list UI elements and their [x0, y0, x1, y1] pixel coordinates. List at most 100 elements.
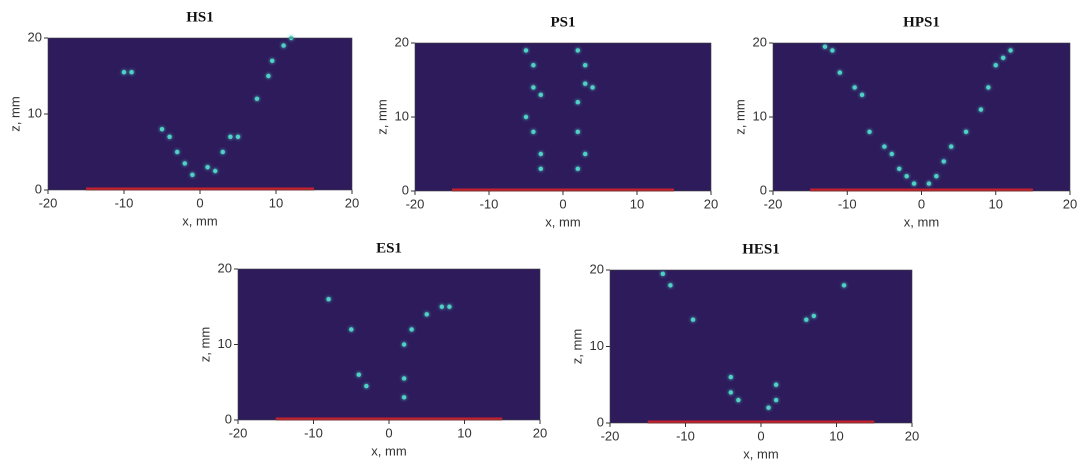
- spot: [1000, 55, 1006, 60]
- x-tick-label: 10: [989, 196, 1003, 211]
- x-tick-label: -20: [601, 428, 620, 443]
- spot: [266, 73, 271, 79]
- y-tick-label: 10: [753, 108, 767, 123]
- spot: [129, 70, 134, 75]
- spot: [804, 317, 809, 322]
- plot-background: [48, 38, 352, 190]
- transducer-line: [810, 188, 1033, 192]
- spot: [841, 283, 847, 288]
- spot: [364, 383, 369, 389]
- spot: [993, 62, 998, 68]
- spot: [531, 129, 536, 134]
- spot: [182, 161, 187, 166]
- x-tick-label: 10: [829, 428, 843, 443]
- y-tick-label: 20: [28, 29, 42, 44]
- panel: -20 -10 0 10 20 0 10 20 ES1 x, mm z, mm: [197, 240, 547, 458]
- spot: [822, 44, 828, 49]
- spot: [904, 174, 909, 179]
- spot: [190, 172, 195, 177]
- x-tick-label: 10: [457, 425, 471, 440]
- spot: [523, 48, 529, 53]
- spot: [926, 181, 932, 186]
- spot: [728, 390, 733, 395]
- x-axis-label: x, mm: [904, 214, 939, 229]
- spot: [235, 134, 241, 139]
- transducer-line: [275, 417, 503, 421]
- spot: [349, 327, 354, 332]
- spot: [590, 85, 595, 90]
- spot: [205, 165, 210, 170]
- panel: -20 -10 0 10 20 0 10 20 PS1 x, mm z, mm: [374, 14, 718, 229]
- spot: [963, 129, 969, 134]
- y-tick-label: 10: [218, 336, 232, 351]
- spot: [852, 85, 857, 90]
- spot: [583, 62, 588, 68]
- spot: [167, 134, 172, 139]
- spot: [439, 304, 445, 309]
- spot: [934, 174, 939, 179]
- y-tick-label: 0: [402, 182, 409, 197]
- x-tick-label: 20: [704, 196, 718, 211]
- spot: [978, 107, 984, 112]
- y-tick-label: 20: [218, 260, 232, 275]
- spot: [538, 166, 543, 171]
- x-axis-label: x, mm: [743, 446, 778, 461]
- panel: -20 -10 0 10 20 0 10 20 HPS1 x, mm z, mm: [732, 14, 1077, 229]
- x-tick-label: 0: [757, 428, 764, 443]
- y-tick-label: 10: [395, 108, 409, 123]
- chart-title: HS1: [186, 9, 214, 25]
- transducer-line: [86, 187, 314, 191]
- spot: [401, 376, 407, 381]
- x-tick-label: 10: [269, 195, 283, 210]
- x-tick-label: 0: [918, 196, 925, 211]
- spot: [690, 317, 696, 322]
- spot: [583, 151, 588, 157]
- spot: [538, 151, 543, 157]
- spot: [949, 144, 954, 149]
- x-tick-label: 20: [905, 428, 919, 443]
- spot: [736, 397, 741, 403]
- plot-background: [238, 269, 540, 420]
- plot-background: [415, 43, 711, 191]
- x-tick-label: -10: [676, 428, 695, 443]
- spot: [213, 168, 218, 174]
- spot: [889, 151, 894, 157]
- spot: [867, 129, 872, 134]
- x-tick-label: 20: [1063, 196, 1077, 211]
- spot: [409, 327, 414, 332]
- y-tick-label: 10: [590, 338, 604, 353]
- x-tick-label: -20: [229, 425, 248, 440]
- y-axis-label: z, mm: [732, 99, 747, 134]
- spot: [773, 382, 779, 387]
- y-tick-label: 20: [753, 34, 767, 49]
- spot: [830, 48, 835, 53]
- spot: [175, 149, 180, 155]
- plot-background: [773, 43, 1070, 191]
- chart-title: HES1: [742, 241, 780, 257]
- chart-title: ES1: [376, 240, 402, 256]
- spot: [281, 43, 286, 48]
- panel: -20 -10 0 10 20 0 10 20 HS1 x, mm z, mm: [7, 9, 359, 228]
- x-tick-label: 0: [196, 195, 203, 210]
- spot: [766, 405, 771, 410]
- spot: [583, 81, 588, 86]
- spot: [811, 313, 817, 319]
- spot: [326, 297, 331, 302]
- y-axis-label: z, mm: [197, 327, 212, 362]
- spot: [538, 92, 543, 98]
- x-tick-label: -20: [39, 195, 58, 210]
- spot: [401, 342, 407, 347]
- spot: [424, 312, 429, 317]
- spot: [447, 304, 452, 309]
- spot: [660, 271, 666, 277]
- chart-title: PS1: [550, 14, 575, 30]
- spot: [837, 70, 843, 75]
- x-axis-label: x, mm: [545, 214, 580, 229]
- spot: [531, 62, 536, 68]
- spot: [882, 144, 887, 149]
- transducer-line: [647, 420, 875, 424]
- spot: [986, 85, 991, 90]
- x-tick-label: -20: [764, 196, 783, 211]
- spot: [728, 374, 733, 380]
